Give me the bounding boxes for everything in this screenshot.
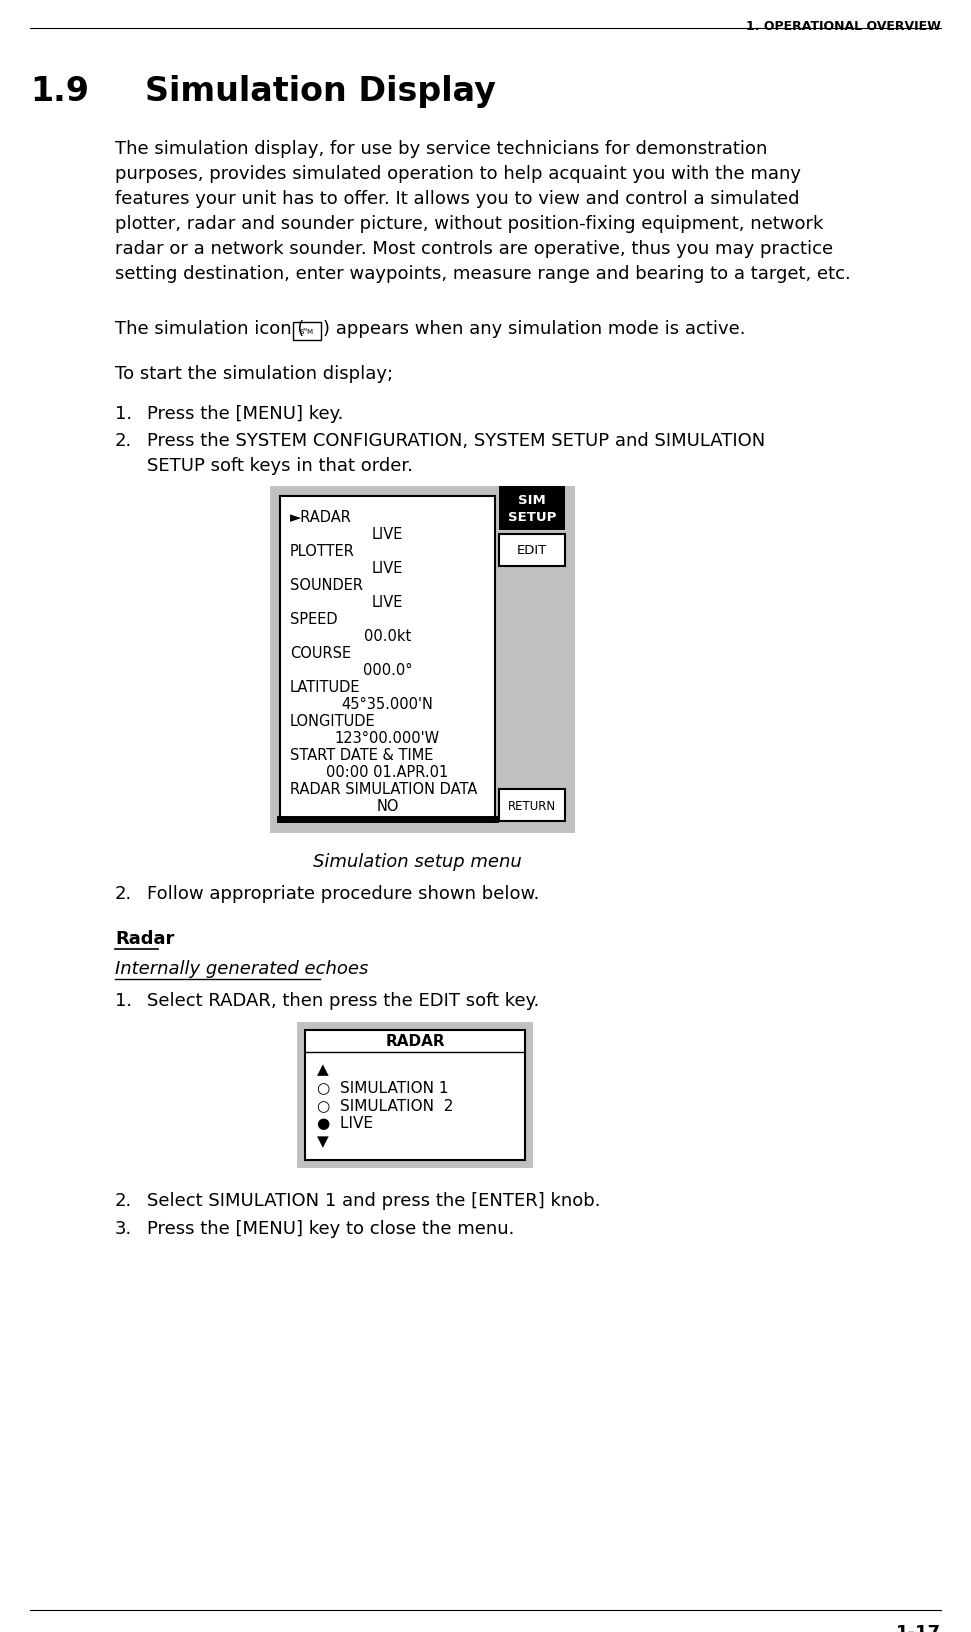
- Text: Press the SYSTEM CONFIGURATION, SYSTEM SETUP and SIMULATION: Press the SYSTEM CONFIGURATION, SYSTEM S…: [147, 432, 765, 450]
- Text: Select RADAR, then press the EDIT soft key.: Select RADAR, then press the EDIT soft k…: [147, 992, 539, 1010]
- Text: LIVE: LIVE: [372, 527, 403, 542]
- Text: 00:00 01.APR.01: 00:00 01.APR.01: [326, 765, 449, 780]
- Text: RETURN: RETURN: [508, 800, 556, 813]
- Text: SIM
SETUP: SIM SETUP: [508, 494, 556, 524]
- Text: ▼: ▼: [317, 1134, 329, 1149]
- Bar: [280, 496, 495, 821]
- Text: 1.9: 1.9: [30, 75, 89, 108]
- Text: RADAR SIMULATION DATA: RADAR SIMULATION DATA: [290, 782, 478, 796]
- Text: 1. OPERATIONAL OVERVIEW: 1. OPERATIONAL OVERVIEW: [746, 20, 941, 33]
- Text: Simulation setup menu: Simulation setup menu: [313, 854, 521, 871]
- Bar: [499, 788, 565, 821]
- Text: Select SIMULATION 1 and press the [ENTER] knob.: Select SIMULATION 1 and press the [ENTER…: [147, 1191, 600, 1209]
- Text: LATITUDE: LATITUDE: [290, 681, 360, 695]
- Text: 45°35.000'N: 45°35.000'N: [342, 697, 433, 712]
- Text: ) appears when any simulation mode is active.: ) appears when any simulation mode is ac…: [323, 320, 746, 338]
- Text: NO: NO: [376, 800, 399, 814]
- Text: The simulation display, for use by service technicians for demonstration: The simulation display, for use by servi…: [115, 140, 767, 158]
- Text: plotter, radar and sounder picture, without position-fixing equipment, network: plotter, radar and sounder picture, with…: [115, 215, 823, 233]
- Text: SᴹM: SᴹM: [300, 330, 314, 335]
- Text: SETUP soft keys in that order.: SETUP soft keys in that order.: [147, 457, 413, 475]
- Text: ►RADAR: ►RADAR: [290, 509, 352, 526]
- Text: Radar: Radar: [115, 930, 175, 948]
- Text: Press the [MENU] key to close the menu.: Press the [MENU] key to close the menu.: [147, 1221, 515, 1239]
- Text: features your unit has to offer. It allows you to view and control a simulated: features your unit has to offer. It allo…: [115, 189, 799, 207]
- Text: 2.: 2.: [115, 885, 132, 902]
- Text: 2.: 2.: [115, 432, 132, 450]
- Text: setting destination, enter waypoints, measure range and bearing to a target, etc: setting destination, enter waypoints, me…: [115, 264, 851, 282]
- Text: START DATE & TIME: START DATE & TIME: [290, 747, 433, 764]
- Text: 2.: 2.: [115, 1191, 132, 1209]
- Text: LIVE: LIVE: [372, 561, 403, 576]
- Text: ▲: ▲: [317, 1062, 329, 1077]
- Text: LIVE: LIVE: [372, 596, 403, 610]
- Bar: [270, 486, 575, 832]
- Text: To start the simulation display;: To start the simulation display;: [115, 366, 393, 384]
- Text: 123°00.000'W: 123°00.000'W: [335, 731, 440, 746]
- Text: Simulation Display: Simulation Display: [145, 75, 496, 108]
- Text: ○  SIMULATION  2: ○ SIMULATION 2: [317, 1098, 453, 1113]
- Text: RADAR: RADAR: [385, 1035, 445, 1049]
- Text: ○  SIMULATION 1: ○ SIMULATION 1: [317, 1080, 449, 1095]
- Text: SOUNDER: SOUNDER: [290, 578, 363, 592]
- Bar: [499, 534, 565, 566]
- Bar: [293, 322, 321, 339]
- Text: PLOTTER: PLOTTER: [290, 543, 354, 560]
- Text: EDIT: EDIT: [517, 545, 547, 558]
- Text: 1.: 1.: [115, 405, 132, 423]
- Text: COURSE: COURSE: [290, 646, 352, 661]
- Bar: [297, 1022, 533, 1169]
- Bar: [305, 1030, 525, 1160]
- Text: Press the [MENU] key.: Press the [MENU] key.: [147, 405, 344, 423]
- Text: purposes, provides simulated operation to help acquaint you with the many: purposes, provides simulated operation t…: [115, 165, 801, 183]
- Text: 1.: 1.: [115, 992, 132, 1010]
- Text: ●  LIVE: ● LIVE: [317, 1116, 373, 1131]
- Text: LONGITUDE: LONGITUDE: [290, 715, 376, 730]
- Text: Internally generated echoes: Internally generated echoes: [115, 960, 368, 978]
- Bar: [499, 486, 565, 530]
- Text: SPEED: SPEED: [290, 612, 338, 627]
- Text: Follow appropriate procedure shown below.: Follow appropriate procedure shown below…: [147, 885, 539, 902]
- Text: 00.0kt: 00.0kt: [364, 628, 411, 645]
- Text: 1-17: 1-17: [896, 1624, 941, 1632]
- Text: The simulation icon (: The simulation icon (: [115, 320, 304, 338]
- Text: 000.0°: 000.0°: [363, 663, 413, 677]
- Text: 3.: 3.: [115, 1221, 132, 1239]
- Text: radar or a network sounder. Most controls are operative, thus you may practice: radar or a network sounder. Most control…: [115, 240, 833, 258]
